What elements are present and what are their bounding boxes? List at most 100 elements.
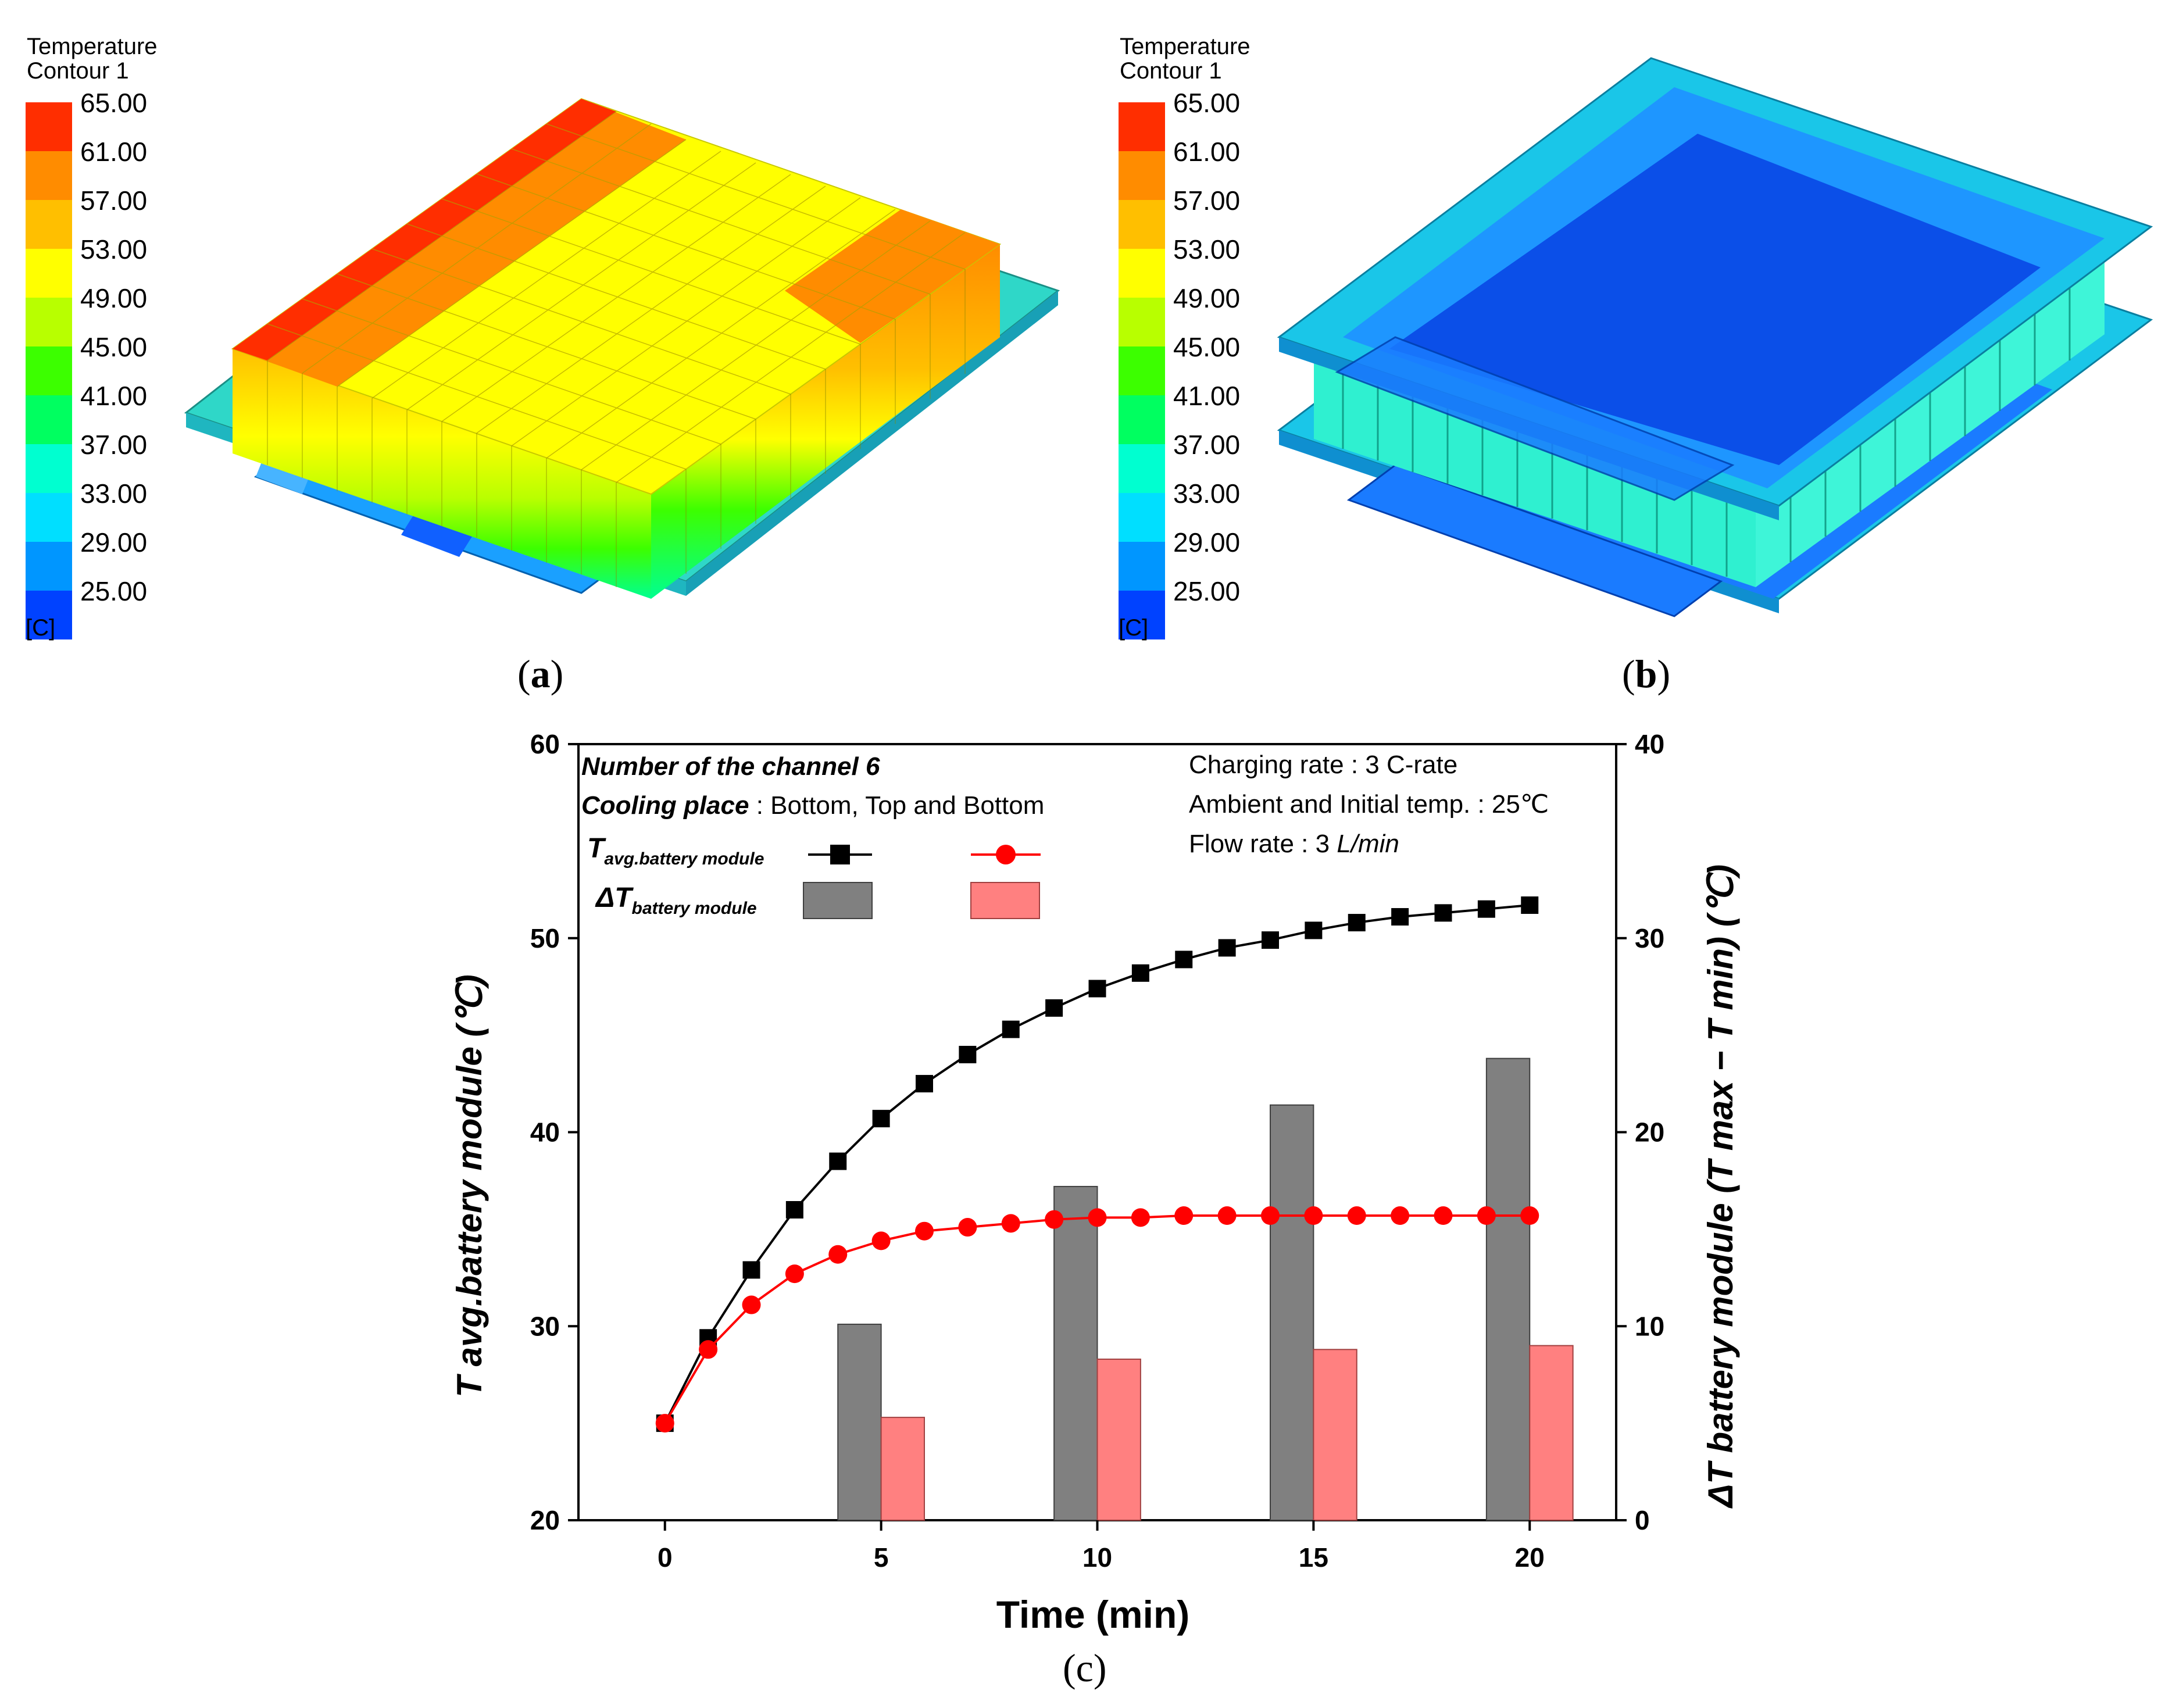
legend-b-swatch: [1119, 591, 1165, 639]
legend-a-swatch: [26, 249, 72, 298]
legend-a: Temperature Contour 1 65.00 61.00 57.00 53.…: [23, 34, 221, 650]
legend-b-unit: [C]: [1119, 615, 1149, 641]
y-axis-left-title: T avg.battery module (℃): [450, 974, 489, 1397]
black-series-point: [1262, 931, 1279, 949]
legend-dt-label: ΔTbattery module: [595, 882, 757, 918]
legend-b-swatch: [1119, 444, 1165, 493]
red-series-point: [1520, 1206, 1539, 1225]
legend-a-swatch: [26, 298, 72, 346]
legend-b-level: 41.00: [1173, 381, 1241, 411]
black-series-point: [1477, 900, 1495, 918]
y-left-tick-label: 60: [530, 729, 560, 759]
legend-b-level: 57.00: [1173, 185, 1241, 216]
panel-label-c: (c): [1063, 1646, 1107, 1690]
annotation-flow-rate-unit: L/min: [1337, 830, 1399, 858]
battery-module-render-b: [1277, 57, 2153, 617]
legend-a-level: 53.00: [80, 234, 148, 265]
black-series-point: [1348, 914, 1366, 932]
legend-b-level: 49.00: [1173, 283, 1241, 313]
x-axis-title: Time (min): [996, 1593, 1189, 1636]
gray-bar: [1270, 1104, 1314, 1521]
legend-tavg-main: T: [587, 833, 606, 864]
annotation-cooling-label: Cooling place: [581, 791, 749, 820]
legend-a-swatch: [26, 591, 72, 639]
red-series-point: [1261, 1206, 1280, 1225]
black-series-point: [959, 1046, 977, 1063]
legend-b-swatch: [1119, 395, 1165, 444]
battery-module-render-a: [184, 98, 1060, 599]
legend-a-level: 29.00: [80, 527, 148, 558]
pink-bar: [880, 1417, 925, 1521]
legend-tavg-sub: avg.battery module: [604, 849, 764, 869]
y-left-tick-label: 50: [530, 923, 560, 953]
legend-a-swatch: [26, 395, 72, 444]
legend-a-level: 49.00: [80, 283, 148, 313]
pink-bar: [1529, 1345, 1574, 1521]
lines-group: [655, 896, 1539, 1433]
red-series-point: [1347, 1206, 1366, 1225]
legend-b-swatch: [1119, 298, 1165, 346]
legend-b-level: 65.00: [1173, 88, 1241, 118]
x-tick-label: 0: [658, 1542, 673, 1573]
upper-plate-b-cold: [1389, 134, 2041, 465]
black-series-point: [1305, 921, 1323, 939]
cell-block-a-right-band: [785, 209, 1000, 343]
legend-b: Temperature Contour 1 65.00 61.00 57.00 53.…: [1116, 34, 1314, 650]
legend-a-swatch: [26, 102, 72, 151]
legend-a-swatch: [26, 151, 72, 200]
red-series-point: [1088, 1208, 1107, 1227]
black-series-point: [1521, 896, 1539, 914]
legend-a-level: 65.00: [80, 88, 148, 118]
red-series-point: [1304, 1206, 1323, 1225]
legend-b-swatch: [1119, 102, 1165, 151]
red-series-point: [958, 1218, 977, 1237]
annotation-ambient-temp: Ambient and Initial temp. : 25℃: [1189, 790, 1549, 819]
red-series-point: [1174, 1206, 1194, 1225]
legend-b-level: 45.00: [1173, 332, 1241, 362]
red-series-point: [1391, 1206, 1410, 1225]
legend-a-swatch: [26, 493, 72, 542]
gray-bar: [1485, 1057, 1531, 1521]
pink-bar: [1313, 1349, 1357, 1521]
y-right-tick-label: 0: [1635, 1505, 1650, 1535]
y-axis-right-title: ΔT battery module (T max − T min) (℃): [1701, 864, 1740, 1509]
red-series-point: [742, 1295, 761, 1314]
legend-b-level: 29.00: [1173, 527, 1241, 558]
legend-tavg-label: Tavg.battery module: [587, 833, 764, 869]
panel-label-a: (a): [517, 652, 564, 696]
legend-red-marker: [996, 845, 1016, 864]
legend-b-colorbar: [1119, 102, 1165, 639]
pink-bar: [1096, 1358, 1141, 1521]
red-series-point: [699, 1340, 718, 1359]
legend-gray-swatch: [803, 882, 873, 919]
legend-a-level: 37.00: [80, 430, 148, 460]
legend-b-level: 37.00: [1173, 430, 1241, 460]
black-series-point: [1088, 980, 1106, 998]
legend-b-level: 53.00: [1173, 234, 1241, 265]
red-series-point: [1131, 1208, 1150, 1227]
manifold-b-upper: [1335, 336, 1735, 501]
legend-a-level: 33.00: [80, 478, 148, 509]
legend-a-swatch: [26, 200, 72, 249]
red-series-point: [785, 1264, 804, 1284]
red-series-point: [1477, 1206, 1496, 1225]
red-series-point: [1434, 1206, 1453, 1225]
y-right-tick-label: 10: [1635, 1311, 1664, 1341]
red-series-point: [1217, 1206, 1237, 1225]
annotation-flow-rate: Flow rate : 3 L/min: [1189, 830, 1399, 858]
legend-a-title-2: Contour 1: [27, 58, 129, 84]
legend-a-colorbar: [26, 102, 72, 639]
legend-black-marker: [830, 845, 850, 864]
red-series-point: [655, 1414, 674, 1433]
black-series-point: [1434, 904, 1452, 922]
cylinder-wall-front-b: [1314, 360, 1756, 587]
legend-b-level: 25.00: [1173, 576, 1241, 606]
y-left-tick-label: 20: [530, 1505, 560, 1535]
black-series-point: [1002, 1020, 1020, 1038]
x-tick-label: 20: [1515, 1542, 1545, 1573]
x-tick-label: 10: [1082, 1542, 1112, 1573]
red-series-point: [828, 1245, 848, 1264]
black-series-point: [785, 1201, 803, 1219]
black-series-point: [829, 1152, 847, 1170]
